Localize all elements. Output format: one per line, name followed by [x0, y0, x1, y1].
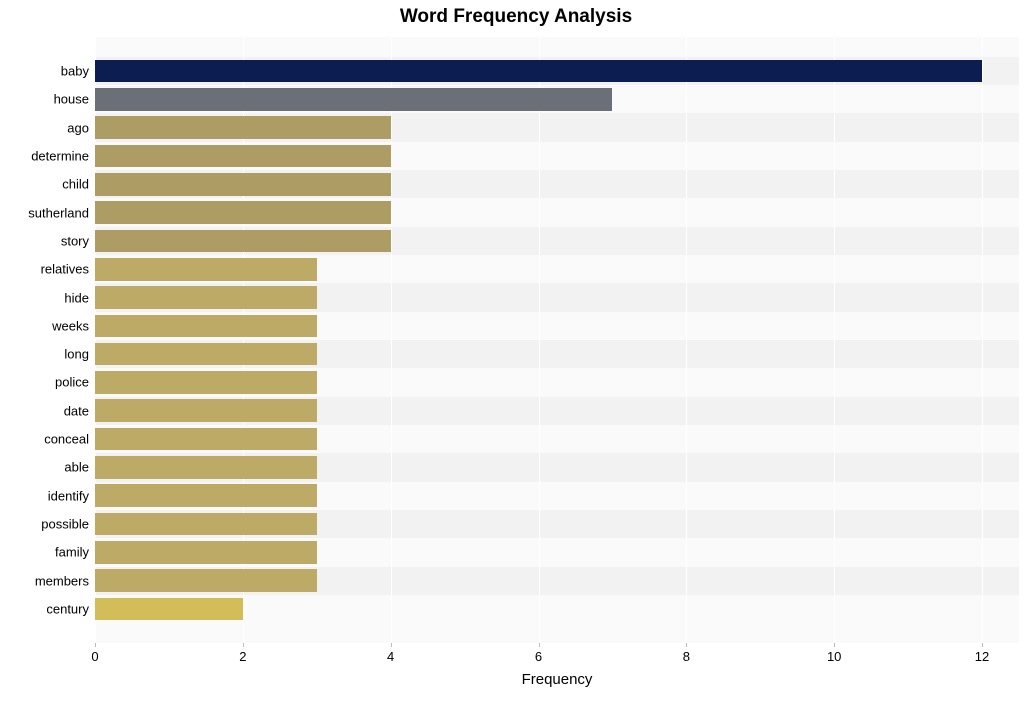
- y-tick-label: members: [35, 573, 95, 588]
- grid-line: [982, 37, 983, 643]
- bar: [95, 88, 612, 111]
- y-tick-label: child: [62, 177, 95, 192]
- y-tick-label: determine: [31, 148, 95, 163]
- x-tick-label: 0: [91, 643, 98, 664]
- y-tick-label: sutherland: [28, 205, 95, 220]
- y-tick-label: identify: [48, 488, 95, 503]
- bar: [95, 541, 317, 564]
- y-tick-label: possible: [41, 517, 95, 532]
- bar: [95, 145, 391, 168]
- y-tick-label: date: [64, 403, 95, 418]
- x-tick-label: 4: [387, 643, 394, 664]
- bar: [95, 598, 243, 621]
- x-tick-label: 10: [827, 643, 841, 664]
- x-tick-label: 2: [239, 643, 246, 664]
- bar: [95, 173, 391, 196]
- y-tick-label: conceal: [44, 432, 95, 447]
- bar: [95, 399, 317, 422]
- chart-title: Word Frequency Analysis: [0, 6, 1032, 28]
- y-tick-label: family: [55, 545, 95, 560]
- grid-line: [686, 37, 687, 643]
- bar: [95, 230, 391, 253]
- x-tick-label: 6: [535, 643, 542, 664]
- bar: [95, 258, 317, 281]
- x-tick-label: 8: [683, 643, 690, 664]
- grid-line: [539, 37, 540, 643]
- bar: [95, 116, 391, 139]
- bar: [95, 456, 317, 479]
- bar: [95, 343, 317, 366]
- bar: [95, 315, 317, 338]
- grid-line: [391, 37, 392, 643]
- y-tick-label: baby: [61, 63, 95, 78]
- y-tick-label: long: [64, 347, 95, 362]
- y-tick-label: relatives: [41, 262, 95, 277]
- bar: [95, 428, 317, 451]
- bar: [95, 201, 391, 224]
- y-tick-label: house: [54, 92, 95, 107]
- x-axis-title: Frequency: [95, 671, 1019, 688]
- y-tick-label: hide: [64, 290, 95, 305]
- y-tick-label: police: [55, 375, 95, 390]
- bar: [95, 371, 317, 394]
- bar: [95, 513, 317, 536]
- y-tick-label: ago: [67, 120, 95, 135]
- chart-container: Word Frequency Analysis babyhouseagodete…: [0, 0, 1032, 701]
- y-tick-label: century: [46, 602, 95, 617]
- bar: [95, 60, 982, 83]
- bar: [95, 484, 317, 507]
- bar: [95, 286, 317, 309]
- grid-line: [834, 37, 835, 643]
- plot-area: babyhouseagodeterminechildsutherlandstor…: [95, 37, 1019, 643]
- y-tick-label: weeks: [52, 318, 95, 333]
- y-tick-label: story: [61, 233, 95, 248]
- bar: [95, 569, 317, 592]
- y-tick-label: able: [64, 460, 95, 475]
- x-tick-label: 12: [975, 643, 989, 664]
